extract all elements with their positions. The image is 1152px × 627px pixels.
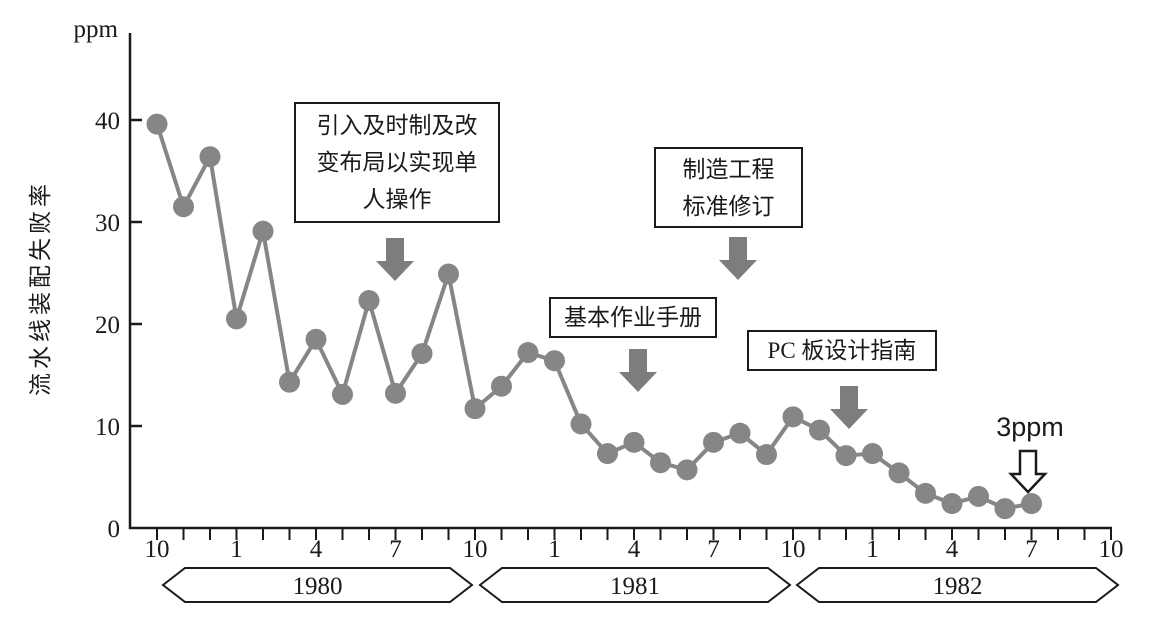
x-axis-tick-label: 4 — [628, 536, 641, 563]
down-arrow-icon — [376, 238, 414, 281]
data-point — [676, 459, 698, 481]
annotation-text-line: 基本作业手册 — [564, 305, 702, 330]
annotation-box-mfg-standard: 制造工程 标准修订 — [654, 147, 803, 228]
x-axis-tick-label: 10 — [463, 536, 488, 563]
data-point — [517, 342, 539, 364]
annotation-box-pcb-design-guide: PC 板设计指南 — [747, 330, 937, 371]
x-axis-tick-label: 1 — [548, 536, 561, 563]
axes — [128, 33, 1112, 530]
year-band — [161, 567, 474, 603]
annotation-text-line: 制造工程 — [682, 156, 775, 182]
y-axis-tick-label: 20 — [95, 312, 120, 339]
x-axis-tick-label: 1 — [230, 536, 243, 563]
data-point — [491, 375, 512, 397]
down-arrow-outline-icon — [1008, 449, 1048, 494]
final-point-3ppm-label: 3ppm — [996, 412, 1064, 442]
data-point — [782, 406, 804, 428]
year-band — [795, 567, 1120, 603]
data-point — [385, 382, 406, 404]
data-point — [544, 350, 565, 372]
year-band-label: 1982 — [933, 573, 983, 600]
data-point — [279, 371, 300, 393]
data-point — [305, 328, 327, 350]
year-band — [478, 567, 792, 603]
annotation-box-operation-manual: 基本作业手册 — [549, 297, 717, 338]
data-point — [146, 113, 168, 135]
data-point — [173, 196, 194, 218]
y-axis-tick-label: 40 — [95, 108, 120, 135]
data-point — [411, 343, 433, 365]
annotation-text-line: 引入及时制及改 — [316, 113, 478, 138]
x-axis-tick-label: 7 — [1025, 536, 1038, 563]
x-axis-tick-label: 7 — [707, 536, 720, 563]
data-point — [756, 444, 777, 466]
x-axis-tick-label: 10 — [145, 536, 170, 563]
y-axis-title: 流水线装配失败率 — [28, 180, 53, 396]
series-line — [155, 123, 1032, 511]
data-point — [464, 398, 486, 420]
annotation-text-line: PC 板设计指南 — [767, 338, 917, 363]
y-axis-tick-label: 0 — [108, 516, 121, 543]
data-point — [968, 485, 989, 507]
data-point — [252, 220, 274, 242]
data-point — [623, 431, 645, 453]
down-arrow-icon — [830, 386, 868, 429]
year-band-label: 1980 — [293, 573, 343, 600]
x-axis-tick-label: 4 — [310, 536, 323, 563]
annotation-text-line: 标准修订 — [682, 193, 775, 219]
data-point — [809, 419, 830, 441]
y-axis-tick-label: 30 — [95, 210, 120, 237]
data-point — [703, 431, 724, 453]
x-axis-tick-label: 4 — [946, 536, 959, 563]
data-point — [597, 443, 618, 465]
data-point — [332, 383, 353, 405]
y-axis-tick-label: 10 — [95, 414, 120, 441]
data-point — [729, 422, 751, 444]
data-point — [199, 146, 221, 168]
data-point — [835, 445, 857, 467]
annotation-text-line: 变布局以实现单 — [316, 150, 478, 175]
x-axis-tick-label: 1 — [866, 536, 879, 563]
down-arrow-icon — [619, 349, 657, 392]
data-point — [358, 290, 380, 312]
data-point — [915, 482, 936, 504]
x-axis-tick-label: 7 — [389, 536, 402, 563]
data-point — [941, 493, 963, 515]
year-band-label: 1981 — [610, 573, 660, 600]
data-point — [570, 413, 592, 435]
data-point — [226, 308, 247, 330]
x-axis-tick-label: 10 — [1099, 536, 1124, 563]
x-axis-tick-label: 10 — [781, 536, 806, 563]
data-point — [438, 263, 459, 285]
data-point — [650, 452, 671, 474]
y-axis-unit-label: ppm — [73, 16, 118, 43]
data-point — [1021, 493, 1042, 515]
data-point — [994, 498, 1016, 520]
data-point — [888, 462, 910, 484]
annotation-box-jit-layout: 引入及时制及改 变布局以实现单 人操作 — [294, 102, 500, 223]
data-point — [862, 443, 883, 465]
annotation-text-line: 人操作 — [362, 187, 432, 212]
down-arrow-icon — [719, 237, 757, 280]
